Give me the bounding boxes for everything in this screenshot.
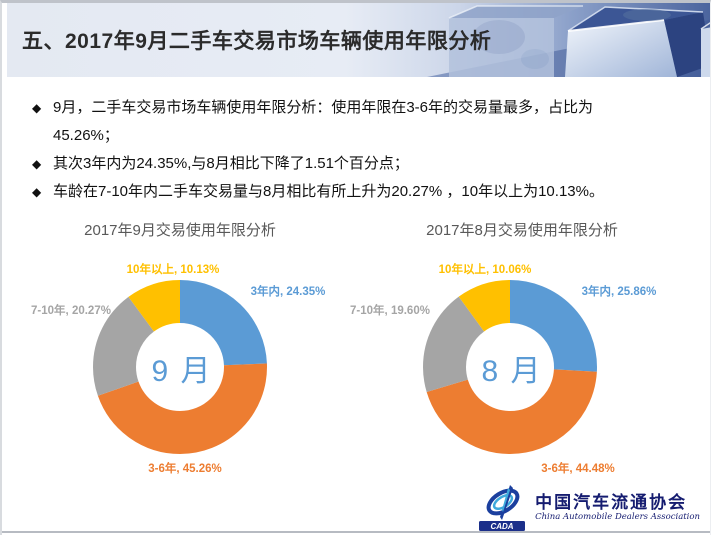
data-label-3to6: 3-6年, 45.26% xyxy=(148,463,222,475)
cada-logo: CADA 中国汽车流通协会 China Automobile Dealers A… xyxy=(477,484,700,532)
slide-bottom-divider xyxy=(2,531,710,533)
page-title: 五、2017年9月二手车交易市场车辆使用年限分析 xyxy=(22,30,492,53)
donut-ring xyxy=(423,280,597,454)
donut-center-label: 8 月 xyxy=(481,355,543,388)
cada-badge-text: CADA xyxy=(491,522,514,531)
bullet-text: 车龄在7-10年内二手车交易量与8月相比有所上升为20.27% ，10年以上为1… xyxy=(53,183,604,200)
chart-title: 2017年9月交易使用年限分析 xyxy=(84,222,276,239)
data-label-10plus: 10年以上, 10.06% xyxy=(438,264,532,276)
data-label-7to10: 7-10年, 19.60% xyxy=(350,305,430,317)
logo-name-en: China Automobile Dealers Association xyxy=(535,511,700,522)
data-label-3to6: 3-6年, 44.48% xyxy=(541,463,615,475)
header-cubes-decoration xyxy=(7,3,710,77)
data-label-3in: 3年内, 25.86% xyxy=(581,286,657,298)
diamond-bullet-icon: ◆ xyxy=(32,101,42,115)
donut-chart-august: 2017年8月交易使用年限分析 8 月 10年以上, 10.06% 3年内, 2… xyxy=(342,217,702,479)
header-banner: 五、2017年9月二手车交易市场车辆使用年限分析 xyxy=(7,3,710,77)
donut-segment xyxy=(93,280,267,454)
donut-chart-september: 2017年9月交易使用年限分析 9 月 10年以上, 10.13% 3年内, 2… xyxy=(10,217,350,479)
bullet-item: ◆ 9月，二手车交易市场车辆使用年限分析：使用年限在3-6年的交易量最多，占比为… xyxy=(32,94,696,150)
bullet-text-line: 45.26%； xyxy=(53,127,119,144)
donut-center-label: 9 月 xyxy=(151,355,213,388)
logo-text: 中国汽车流通协会 China Automobile Dealers Associ… xyxy=(535,493,700,522)
bullet-item: ◆ 车龄在7-10年内二手车交易量与8月相比有所上升为20.27% ，10年以上… xyxy=(32,178,696,206)
diamond-bullet-icon: ◆ xyxy=(32,185,42,199)
chart-title: 2017年8月交易使用年限分析 xyxy=(426,222,618,239)
bullet-text: 9月，二手车交易市场车辆使用年限分析：使用年限在3-6年的交易量最多，占比为 4… xyxy=(53,94,696,150)
donut-segment xyxy=(423,280,597,454)
logo-name-zh: 中国汽车流通协会 xyxy=(535,493,688,513)
donut-ring xyxy=(93,280,267,454)
donut-segment xyxy=(423,280,597,454)
data-label-3in: 3年内, 24.35% xyxy=(250,286,326,298)
data-label-10plus: 10年以上, 10.13% xyxy=(126,264,220,276)
cada-emblem-icon: CADA xyxy=(479,485,526,531)
donut-segment xyxy=(93,280,267,454)
bullet-item: ◆ 其次3年内为24.35%,与8月相比下降了1.51个百分点； xyxy=(32,150,696,178)
bullet-text: 其次3年内为24.35%,与8月相比下降了1.51个百分点； xyxy=(53,155,409,172)
diamond-bullet-icon: ◆ xyxy=(32,157,42,171)
donut-segment xyxy=(93,280,267,454)
data-label-7to10: 7-10年, 20.27% xyxy=(31,305,111,317)
bullet-list: ◆ 9月，二手车交易市场车辆使用年限分析：使用年限在3-6年的交易量最多，占比为… xyxy=(32,94,696,206)
donut-segment xyxy=(423,280,597,454)
bullet-text-line: 9月，二手车交易市场车辆使用年限分析：使用年限在3-6年的交易量最多，占比为 xyxy=(53,99,594,116)
